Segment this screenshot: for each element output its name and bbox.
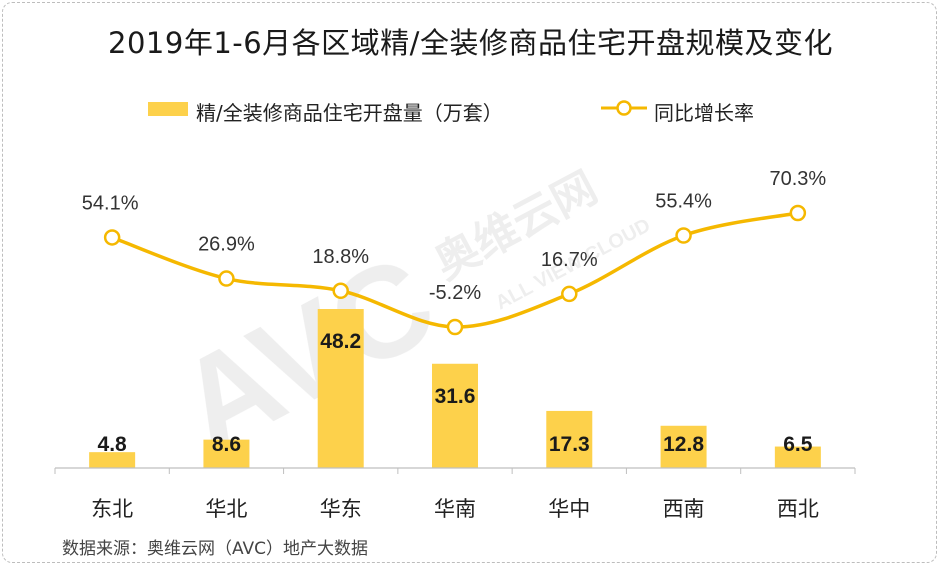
legend-line-swatch xyxy=(601,100,647,116)
bar xyxy=(317,309,364,468)
growth-point xyxy=(561,285,578,303)
legend-bar-swatch xyxy=(148,102,188,116)
x-tick-label: 华南 xyxy=(434,497,476,521)
x-tick-label: 华中 xyxy=(548,497,590,521)
growth-line xyxy=(111,211,799,329)
growth-data-label: 54.1% xyxy=(82,192,139,214)
bar xyxy=(774,446,821,468)
bar-data-label: 17.3 xyxy=(549,433,590,456)
growth-point xyxy=(675,227,692,244)
bar xyxy=(203,439,250,468)
bar-data-label: 6.5 xyxy=(783,433,813,456)
x-tick-label: 西北 xyxy=(777,497,819,521)
growth-data-label: 70.3% xyxy=(769,168,826,190)
growth-data-label: 18.8% xyxy=(312,246,369,268)
bar xyxy=(660,425,707,468)
growth-point xyxy=(789,204,807,222)
bar xyxy=(432,363,478,468)
bar-data-label: 31.6 xyxy=(435,385,476,408)
bar-data-label: 48.2 xyxy=(320,330,361,353)
growth-point xyxy=(332,282,349,300)
growth-data-label: -5.2% xyxy=(429,282,481,304)
growth-point xyxy=(103,229,121,246)
legend-bar-label: 精/全装修商品住宅开盘量（万套） xyxy=(196,101,503,125)
bar xyxy=(546,410,593,468)
bar-data-label: 4.8 xyxy=(98,433,128,456)
growth-data-label: 16.7% xyxy=(541,249,598,271)
chart-title: 2019年1-6月各区域精/全装修商品住宅开盘规模及变化 xyxy=(108,26,833,60)
x-tick-label: 东北 xyxy=(91,497,133,521)
x-tick-label: 华北 xyxy=(205,497,247,521)
source-note: 数据来源：奥维云网（AVC）地产大数据 xyxy=(62,539,369,559)
growth-point xyxy=(446,318,464,336)
bar-data-label: 8.6 xyxy=(212,433,241,456)
growth-point xyxy=(218,270,235,287)
legend: 精/全装修商品住宅开盘量（万套） 同比增长率 xyxy=(0,94,941,125)
growth-data-label: 55.4% xyxy=(655,190,712,212)
growth-data-label: 26.9% xyxy=(198,234,255,256)
bar-data-label: 12.8 xyxy=(663,433,704,456)
legend-line-label: 同比增长率 xyxy=(654,101,754,125)
bar xyxy=(89,452,136,468)
x-tick-label: 华东 xyxy=(320,497,362,521)
x-tick-label: 西南 xyxy=(663,497,705,521)
